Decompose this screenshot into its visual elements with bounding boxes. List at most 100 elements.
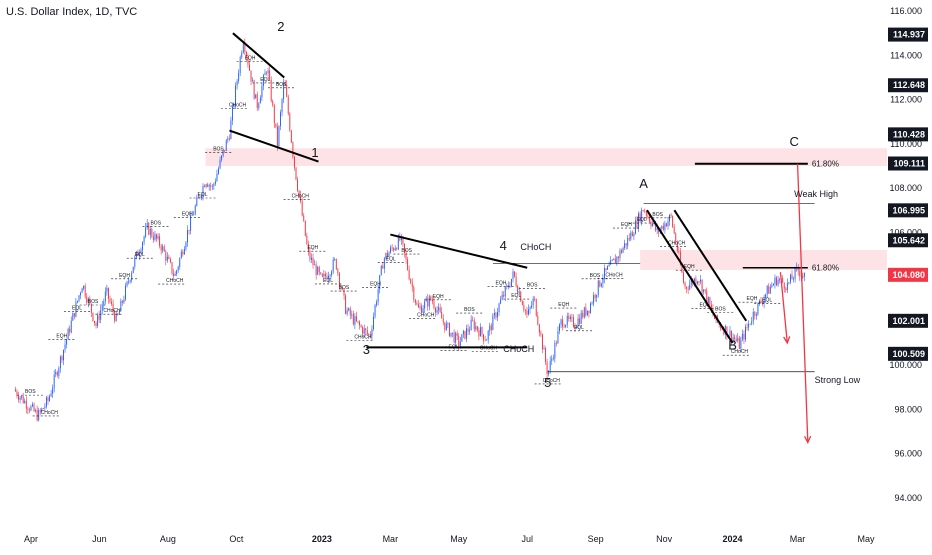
price-tag-bg-6	[888, 267, 928, 282]
candle-body	[259, 97, 261, 104]
candle-body	[160, 245, 162, 251]
candle-body	[782, 277, 784, 283]
candle-body	[100, 310, 102, 320]
candle-body	[171, 262, 173, 274]
candle-body	[345, 295, 347, 314]
candle-body	[314, 264, 316, 266]
candle-body	[543, 348, 545, 350]
candle-body	[435, 308, 436, 313]
candle-body	[343, 289, 345, 296]
candle-body	[295, 167, 297, 180]
candle-body	[670, 214, 672, 216]
candle-body	[228, 138, 230, 140]
candle-body	[779, 279, 781, 281]
candle-body	[301, 201, 303, 216]
time-tick-10: 2024	[723, 534, 743, 544]
candle-body	[402, 236, 404, 244]
candle-body	[619, 250, 621, 259]
price-tag-3: 109.111	[893, 159, 925, 169]
candle-body	[749, 323, 751, 325]
candle-body	[593, 295, 595, 304]
structure-label: EQL	[386, 257, 396, 263]
candle-body	[376, 301, 378, 306]
structure-label: CHoCH	[668, 240, 686, 246]
candle-body	[521, 301, 523, 306]
candle-body	[182, 251, 184, 255]
structure-annotations: BOS CHoCH EQH EQL BOS CHoCH EQH EQL BOS CHoCH EQH E…	[17, 55, 783, 417]
candle-body	[106, 287, 108, 292]
time-tick-6: May	[450, 534, 468, 544]
candle-body	[583, 307, 585, 318]
candle-body	[771, 285, 773, 288]
candle-body	[142, 242, 144, 251]
candle-body	[385, 252, 387, 259]
candle-body	[766, 286, 768, 295]
candle-body	[320, 272, 322, 274]
candle-body	[497, 312, 498, 318]
candle-body	[459, 341, 461, 346]
candle-body	[710, 304, 712, 309]
candle-body	[599, 280, 601, 287]
line-label-2: Weak High	[794, 189, 838, 199]
structure-label: EQL	[511, 293, 521, 299]
candle-body	[207, 184, 209, 187]
candle-body	[559, 324, 560, 331]
candle-body	[772, 284, 774, 286]
channel-left-line	[646, 209, 734, 344]
candle-body	[199, 196, 201, 198]
candle-body	[273, 105, 275, 124]
candle-body	[456, 333, 458, 336]
structure-label: CHoCH	[731, 349, 749, 355]
candle-body	[433, 301, 435, 309]
candle-body	[633, 234, 635, 237]
candle-body	[213, 183, 215, 186]
price-tag-4: 106.995	[892, 205, 925, 215]
candle-body	[469, 330, 471, 332]
candle-body	[571, 317, 573, 318]
candle-body	[762, 302, 764, 304]
structure-label: BOS	[213, 147, 224, 153]
candle-body	[379, 275, 381, 290]
candle-body	[359, 321, 361, 326]
structure-label: BOS	[715, 307, 726, 313]
candle-body	[334, 259, 336, 260]
candle-body	[802, 276, 804, 277]
price-tick-7: 108.000	[889, 183, 922, 193]
candle-body	[369, 334, 371, 336]
candle-body	[84, 285, 86, 297]
candle-body	[444, 322, 446, 330]
candle-body	[783, 282, 785, 289]
candle-body	[410, 279, 412, 283]
candle-body	[324, 273, 326, 277]
candle-body	[112, 303, 114, 312]
axes: 94.00096.00098.000100.000102.000104.0001…	[24, 6, 928, 544]
candle-body	[419, 306, 421, 308]
candle-body	[490, 325, 492, 331]
structure-label: EQH	[307, 245, 318, 251]
candle-body	[64, 344, 66, 350]
candle-body	[179, 258, 181, 267]
candle-body	[763, 298, 765, 304]
structure-label: EQH	[182, 212, 193, 218]
candle-body	[614, 258, 616, 264]
candle-body	[362, 327, 364, 334]
candle-body	[650, 221, 652, 226]
candle-body	[617, 256, 619, 259]
candle-body	[678, 251, 680, 252]
candle-body	[662, 225, 664, 230]
candle-body	[242, 43, 244, 53]
candle-body	[655, 222, 657, 231]
candle-body	[582, 312, 584, 318]
candle-body	[797, 266, 799, 272]
candle-body	[486, 339, 488, 341]
candle-body	[290, 130, 292, 143]
candle-body	[752, 311, 754, 322]
projection-arrow-long	[796, 163, 809, 443]
candle-body	[411, 282, 413, 288]
candle-body	[332, 259, 334, 272]
triangle-top-line	[390, 233, 528, 269]
candle-body	[546, 362, 548, 375]
structure-label: EQL	[72, 306, 82, 312]
candle-body	[745, 326, 746, 340]
